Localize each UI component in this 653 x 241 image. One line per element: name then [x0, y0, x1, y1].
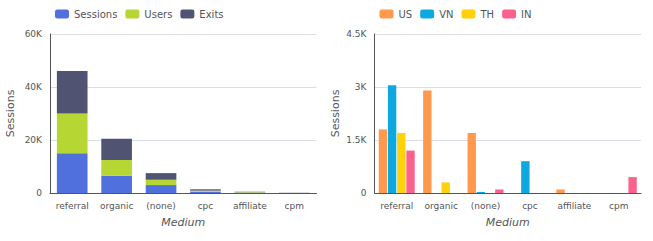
svg-text:40K: 40K	[25, 82, 43, 92]
svg-text:referral: referral	[56, 201, 89, 211]
svg-text:IN: IN	[521, 9, 531, 20]
svg-text:60K: 60K	[25, 29, 43, 39]
svg-text:affiliate: affiliate	[557, 201, 591, 211]
svg-text:Sessions: Sessions	[329, 89, 342, 137]
svg-text:Users: Users	[144, 9, 172, 20]
svg-text:TH: TH	[479, 9, 494, 20]
svg-text:Exits: Exits	[199, 9, 223, 20]
svg-text:cpm: cpm	[285, 201, 304, 211]
svg-text:Medium: Medium	[486, 216, 530, 229]
svg-text:cpc: cpc	[198, 201, 214, 211]
svg-text:Sessions: Sessions	[4, 89, 17, 137]
svg-text:20K: 20K	[25, 135, 43, 145]
svg-text:4.5K: 4.5K	[346, 29, 367, 39]
svg-text:cpc: cpc	[522, 201, 538, 211]
svg-text:affiliate: affiliate	[233, 201, 267, 211]
svg-text:US: US	[399, 9, 413, 20]
svg-text:0: 0	[36, 188, 42, 198]
svg-text:(none): (none)	[471, 201, 500, 211]
svg-text:Medium: Medium	[161, 216, 205, 229]
svg-text:VN: VN	[439, 9, 453, 20]
svg-text:referral: referral	[380, 201, 413, 211]
svg-text:organic: organic	[100, 201, 133, 211]
svg-text:0: 0	[361, 188, 367, 198]
svg-text:(none): (none)	[146, 201, 175, 211]
svg-text:Sessions: Sessions	[74, 9, 117, 20]
svg-text:3K: 3K	[355, 82, 368, 92]
svg-text:organic: organic	[424, 201, 457, 211]
svg-text:1.5K: 1.5K	[346, 135, 367, 145]
svg-text:cpm: cpm	[609, 201, 628, 211]
